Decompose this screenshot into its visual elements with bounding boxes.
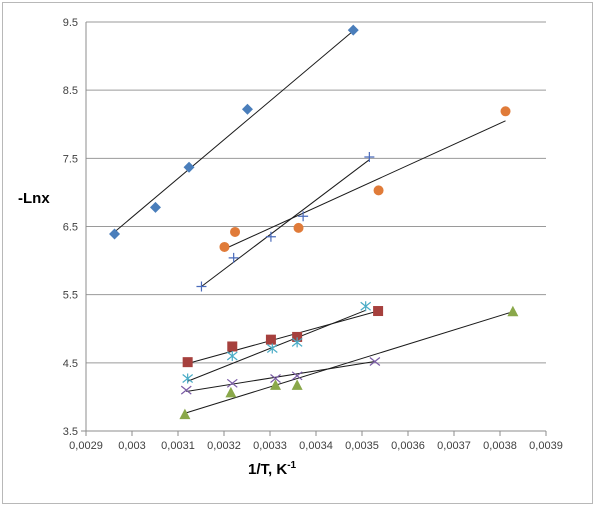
point-diamond	[183, 161, 195, 173]
y-tick-label: 4.5	[63, 358, 78, 370]
point-x	[270, 374, 281, 383]
trendline-3	[201, 159, 370, 287]
y-axis-tick-labels: 3.5 4.5 5.5 6.5 7.5 8.5 9.5	[63, 17, 78, 438]
point-x	[180, 385, 192, 395]
point-asterisk	[182, 373, 194, 384]
y-tick-label: 6.5	[63, 222, 78, 234]
x-tick-label: 0,0037	[437, 440, 471, 452]
point-diamond	[347, 24, 359, 36]
point-square	[182, 357, 193, 368]
x-axis-title-superscript: -1	[287, 460, 296, 471]
point-x	[226, 378, 238, 388]
point-square	[227, 341, 238, 352]
point-circle	[373, 185, 384, 196]
x-tick-label: 0,0036	[391, 440, 425, 452]
x-axis-tick-labels: 0,0029 0,003 0,0031 0,0032 0,0033 0,0034 0,003…	[69, 440, 563, 452]
point-diamond	[149, 201, 161, 213]
y-tick-label: 7.5	[63, 153, 78, 165]
point-x	[369, 357, 381, 366]
point-square	[373, 306, 384, 317]
point-square	[265, 334, 276, 345]
point-asterisk	[360, 301, 372, 312]
y-tick-label: 5.5	[63, 290, 78, 302]
trendline-5	[187, 309, 366, 382]
point-circle	[500, 106, 511, 117]
point-plus	[298, 211, 309, 222]
point-x	[291, 371, 303, 381]
point-asterisk	[266, 343, 278, 354]
point-triangle	[225, 386, 237, 398]
point-square	[292, 331, 303, 342]
point-triangle	[179, 408, 191, 420]
point-circle	[219, 241, 230, 252]
trendline-2	[224, 120, 506, 250]
x-tick-label: 0,0031	[161, 440, 195, 452]
point-triangle	[291, 379, 303, 390]
y-axis-title: -Lnx	[18, 190, 50, 207]
y-tick-label: 3.5	[63, 426, 78, 438]
point-asterisk	[291, 337, 303, 348]
trendlines	[114, 30, 514, 414]
y-tick-label: 9.5	[63, 17, 78, 29]
x-tick-label: 0,003	[118, 440, 146, 452]
x-tick-label: 0,0039	[529, 440, 563, 452]
point-triangle	[270, 379, 282, 390]
x-tick-label: 0,0038	[483, 440, 517, 452]
x-axis-title: 1/T, K-1	[248, 460, 297, 478]
point-plus	[228, 252, 239, 263]
trendline-7	[184, 311, 514, 414]
data-points	[109, 24, 519, 420]
x-tick-label: 0,0034	[299, 440, 333, 452]
chart-area	[2, 2, 593, 504]
point-circle	[230, 226, 241, 237]
x-tick-label: 0,0029	[69, 440, 103, 452]
x-axis-title-text: 1/T, K	[248, 461, 287, 478]
point-triangle	[507, 305, 519, 317]
point-circle	[293, 222, 304, 233]
gridlines	[86, 21, 546, 364]
trendline-1	[114, 30, 354, 233]
point-plus	[364, 151, 375, 162]
x-tick-label: 0,0032	[207, 440, 241, 452]
point-asterisk	[226, 351, 238, 362]
axes	[81, 22, 547, 436]
point-diamond	[109, 228, 121, 240]
x-tick-label: 0,0033	[253, 440, 287, 452]
x-tick-label: 0,0035	[345, 440, 379, 452]
point-diamond	[241, 103, 253, 115]
y-tick-label: 8.5	[63, 85, 78, 97]
point-plus	[265, 231, 276, 242]
trendline-4	[187, 310, 379, 364]
trendline-6	[186, 360, 375, 392]
point-plus	[196, 281, 207, 292]
